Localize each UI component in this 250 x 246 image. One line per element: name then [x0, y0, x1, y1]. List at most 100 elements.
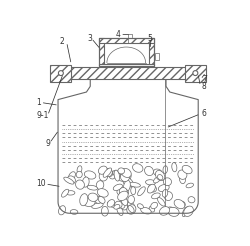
Ellipse shape [148, 185, 156, 192]
Ellipse shape [185, 207, 190, 213]
Ellipse shape [114, 170, 119, 181]
Text: 9-1: 9-1 [36, 111, 49, 120]
Ellipse shape [160, 207, 170, 215]
Bar [99, 38, 154, 43]
Ellipse shape [113, 184, 122, 190]
Ellipse shape [119, 187, 127, 195]
Ellipse shape [162, 189, 168, 197]
Ellipse shape [76, 180, 84, 189]
Text: 1: 1 [36, 98, 41, 107]
Ellipse shape [98, 197, 105, 203]
Circle shape [193, 71, 198, 76]
Ellipse shape [188, 197, 195, 203]
Ellipse shape [158, 198, 165, 206]
Ellipse shape [77, 166, 82, 173]
Ellipse shape [98, 166, 107, 174]
Ellipse shape [180, 175, 186, 184]
Ellipse shape [154, 176, 161, 183]
Ellipse shape [95, 196, 102, 203]
Ellipse shape [96, 181, 104, 189]
Ellipse shape [126, 172, 131, 180]
Ellipse shape [67, 176, 76, 184]
Ellipse shape [149, 206, 155, 212]
Ellipse shape [105, 168, 112, 177]
Ellipse shape [64, 177, 74, 184]
Ellipse shape [147, 184, 155, 193]
Ellipse shape [154, 169, 162, 176]
Ellipse shape [138, 204, 143, 209]
Bar [185, 64, 206, 82]
Circle shape [58, 71, 63, 76]
Ellipse shape [83, 198, 95, 207]
Ellipse shape [182, 165, 192, 174]
Ellipse shape [58, 206, 66, 215]
Bar [99, 64, 154, 66]
Ellipse shape [107, 202, 115, 207]
Ellipse shape [62, 189, 69, 197]
Ellipse shape [151, 202, 158, 209]
Bar [50, 64, 71, 82]
Bar [155, 53, 159, 60]
Ellipse shape [119, 201, 125, 208]
Ellipse shape [127, 205, 136, 214]
Ellipse shape [123, 178, 133, 187]
Ellipse shape [141, 207, 151, 214]
Ellipse shape [109, 172, 116, 179]
Ellipse shape [184, 206, 193, 216]
Ellipse shape [114, 204, 120, 209]
Ellipse shape [87, 185, 98, 190]
Text: 6: 6 [202, 109, 207, 118]
Ellipse shape [88, 193, 98, 201]
Text: 9: 9 [46, 139, 51, 148]
Text: 8: 8 [202, 82, 207, 91]
Ellipse shape [164, 192, 172, 200]
Ellipse shape [92, 203, 103, 208]
Ellipse shape [115, 201, 122, 208]
Ellipse shape [146, 180, 156, 185]
Ellipse shape [174, 200, 185, 209]
Ellipse shape [144, 166, 154, 176]
Ellipse shape [164, 178, 172, 186]
Text: 3: 3 [88, 33, 92, 43]
Ellipse shape [158, 184, 169, 192]
Ellipse shape [76, 171, 82, 178]
Ellipse shape [172, 163, 177, 172]
Ellipse shape [120, 203, 128, 210]
Ellipse shape [124, 180, 130, 192]
Text: 10: 10 [36, 179, 46, 188]
Ellipse shape [156, 170, 165, 181]
Ellipse shape [167, 207, 178, 215]
Ellipse shape [152, 193, 160, 199]
Ellipse shape [80, 194, 88, 206]
Ellipse shape [178, 170, 187, 179]
Ellipse shape [179, 201, 185, 208]
Text: 4: 4 [116, 30, 121, 39]
Ellipse shape [128, 196, 134, 203]
Ellipse shape [182, 207, 188, 216]
Ellipse shape [168, 207, 179, 216]
Bar [104, 43, 149, 64]
Ellipse shape [68, 172, 75, 180]
Bar [99, 38, 154, 66]
Ellipse shape [128, 205, 134, 213]
Ellipse shape [118, 174, 126, 181]
Bar [58, 67, 198, 79]
Ellipse shape [158, 175, 163, 180]
Ellipse shape [129, 182, 140, 187]
Ellipse shape [84, 171, 96, 179]
Ellipse shape [118, 168, 124, 174]
Ellipse shape [121, 168, 131, 178]
Ellipse shape [132, 164, 143, 172]
Ellipse shape [120, 172, 130, 182]
Ellipse shape [127, 202, 135, 211]
Ellipse shape [103, 168, 112, 177]
Bar [99, 38, 103, 66]
Ellipse shape [99, 171, 108, 181]
Ellipse shape [121, 197, 128, 205]
Ellipse shape [97, 189, 108, 197]
Ellipse shape [138, 187, 145, 196]
Ellipse shape [163, 166, 168, 173]
Ellipse shape [70, 210, 78, 214]
Ellipse shape [102, 206, 108, 216]
Ellipse shape [82, 177, 89, 187]
